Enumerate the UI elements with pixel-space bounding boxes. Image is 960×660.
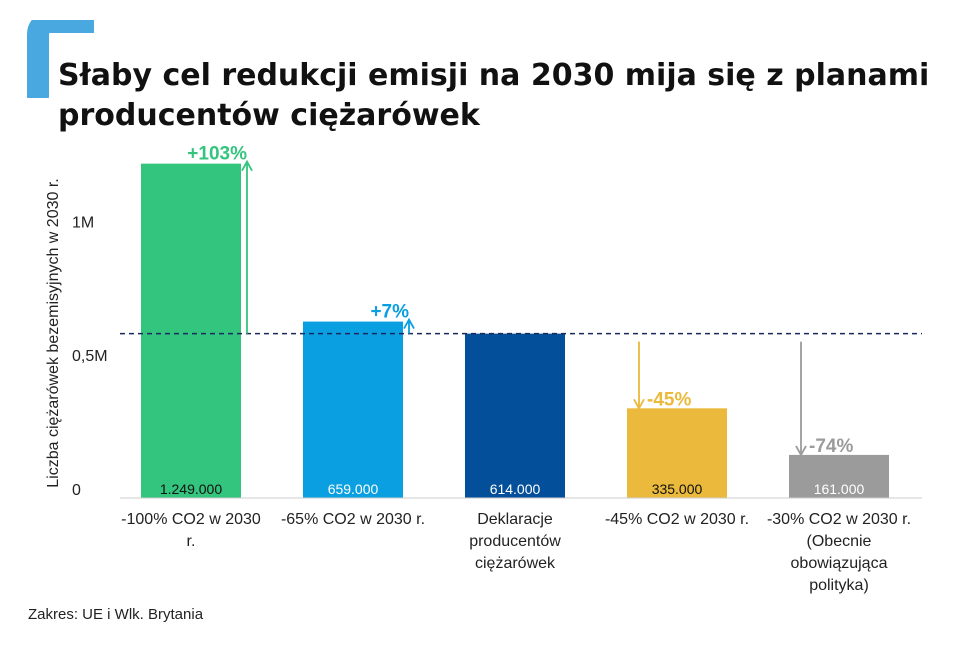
- bar: [627, 408, 727, 498]
- change-label: -45%: [647, 389, 691, 410]
- brand-corner-mark: [27, 20, 94, 98]
- change-arrows: [241, 159, 807, 457]
- chart-title: Słaby cel redukcji emisji na 2030 mija s…: [58, 58, 930, 133]
- y-tick-label: 0,5M: [72, 348, 108, 365]
- change-label: -74%: [809, 436, 853, 457]
- bar: [303, 321, 403, 498]
- x-tick-label: -30% CO2 w 2030 r.: [767, 511, 911, 528]
- x-tick-label: -100% CO2 w 2030: [121, 511, 261, 528]
- bar-value-label: 659.000: [328, 481, 379, 497]
- y-tick-label: 0: [72, 482, 81, 499]
- source-note: Zakres: UE i Wlk. Brytania: [28, 606, 204, 623]
- category-labels: -100% CO2 w 2030 r. -65% CO2 w 2030 r. Dekl…: [121, 511, 911, 594]
- y-axis-label: Liczba ciężarówek bezemisyjnych w 2030 r…: [45, 178, 62, 487]
- bar-value-label: 161.000: [814, 481, 865, 497]
- data-labels: 1.249.000 +103% 659.000 +7% 614.000 335.000 -4…: [160, 144, 865, 497]
- bar: [465, 333, 565, 498]
- x-tick-label: r.: [187, 533, 196, 550]
- change-arrow: [795, 341, 807, 457]
- x-tick-label: producentów: [469, 533, 561, 550]
- bar-value-label: 1.249.000: [160, 481, 222, 497]
- x-tick-label: Deklaracje: [477, 511, 553, 528]
- bar-value-label: 614.000: [490, 481, 541, 497]
- x-tick-label: polityka): [809, 577, 869, 594]
- y-tick-label: 1M: [72, 214, 94, 231]
- bars: [141, 163, 889, 498]
- bar: [141, 163, 241, 498]
- x-tick-label: obowiązująca: [791, 555, 888, 572]
- bar: [789, 454, 889, 498]
- bar-value-label: 335.000: [652, 481, 703, 497]
- x-tick-label: (Obecnie: [807, 533, 872, 550]
- x-tick-label: -65% CO2 w 2030 r.: [281, 511, 425, 528]
- change-arrow: [241, 159, 253, 334]
- change-label: +103%: [187, 144, 247, 165]
- change-arrow: [403, 317, 415, 334]
- change-label: +7%: [370, 302, 409, 323]
- x-tick-label: -45% CO2 w 2030 r.: [605, 511, 749, 528]
- change-arrow: [633, 341, 645, 411]
- y-axis-ticks: 0 0,5M 1M: [72, 214, 108, 499]
- x-tick-label: ciężarówek: [475, 555, 556, 572]
